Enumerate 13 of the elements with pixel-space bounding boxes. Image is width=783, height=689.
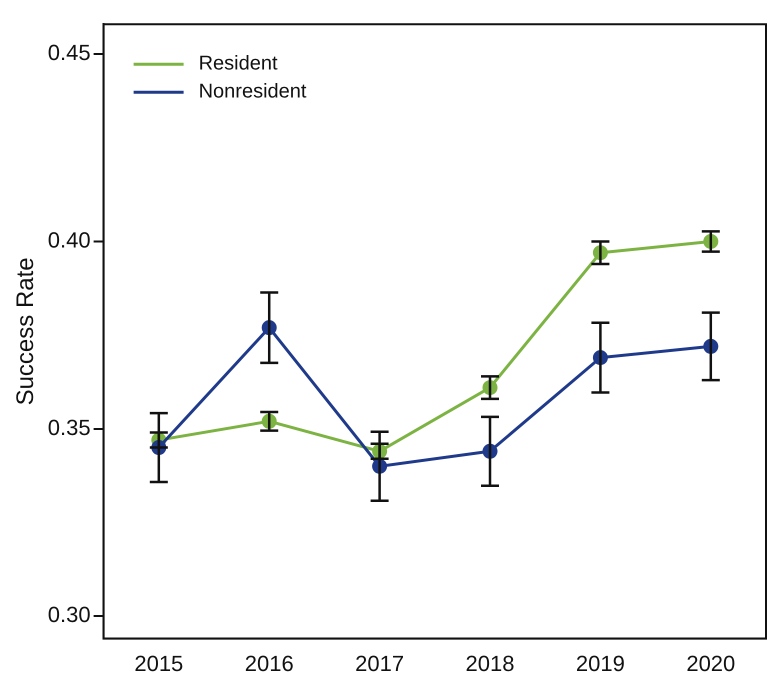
x-tick-label: 2015 xyxy=(134,650,184,676)
x-tick-label: 2020 xyxy=(686,650,736,676)
x-tick-label: 2019 xyxy=(576,650,625,676)
y-tick-label: 0.45 xyxy=(48,40,91,66)
y-tick-label: 0.35 xyxy=(48,414,91,440)
x-tick-label: 2016 xyxy=(244,650,294,676)
legend-label: Resident xyxy=(198,52,278,75)
y-tick-label: 0.40 xyxy=(48,228,91,253)
y-tick-label: 0.30 xyxy=(48,602,91,628)
x-tick-label: 2017 xyxy=(355,650,404,676)
x-tick-label: 2018 xyxy=(466,650,514,676)
legend-label: Nonresident xyxy=(198,80,307,103)
y-axis-title: Success Rate xyxy=(12,257,40,406)
